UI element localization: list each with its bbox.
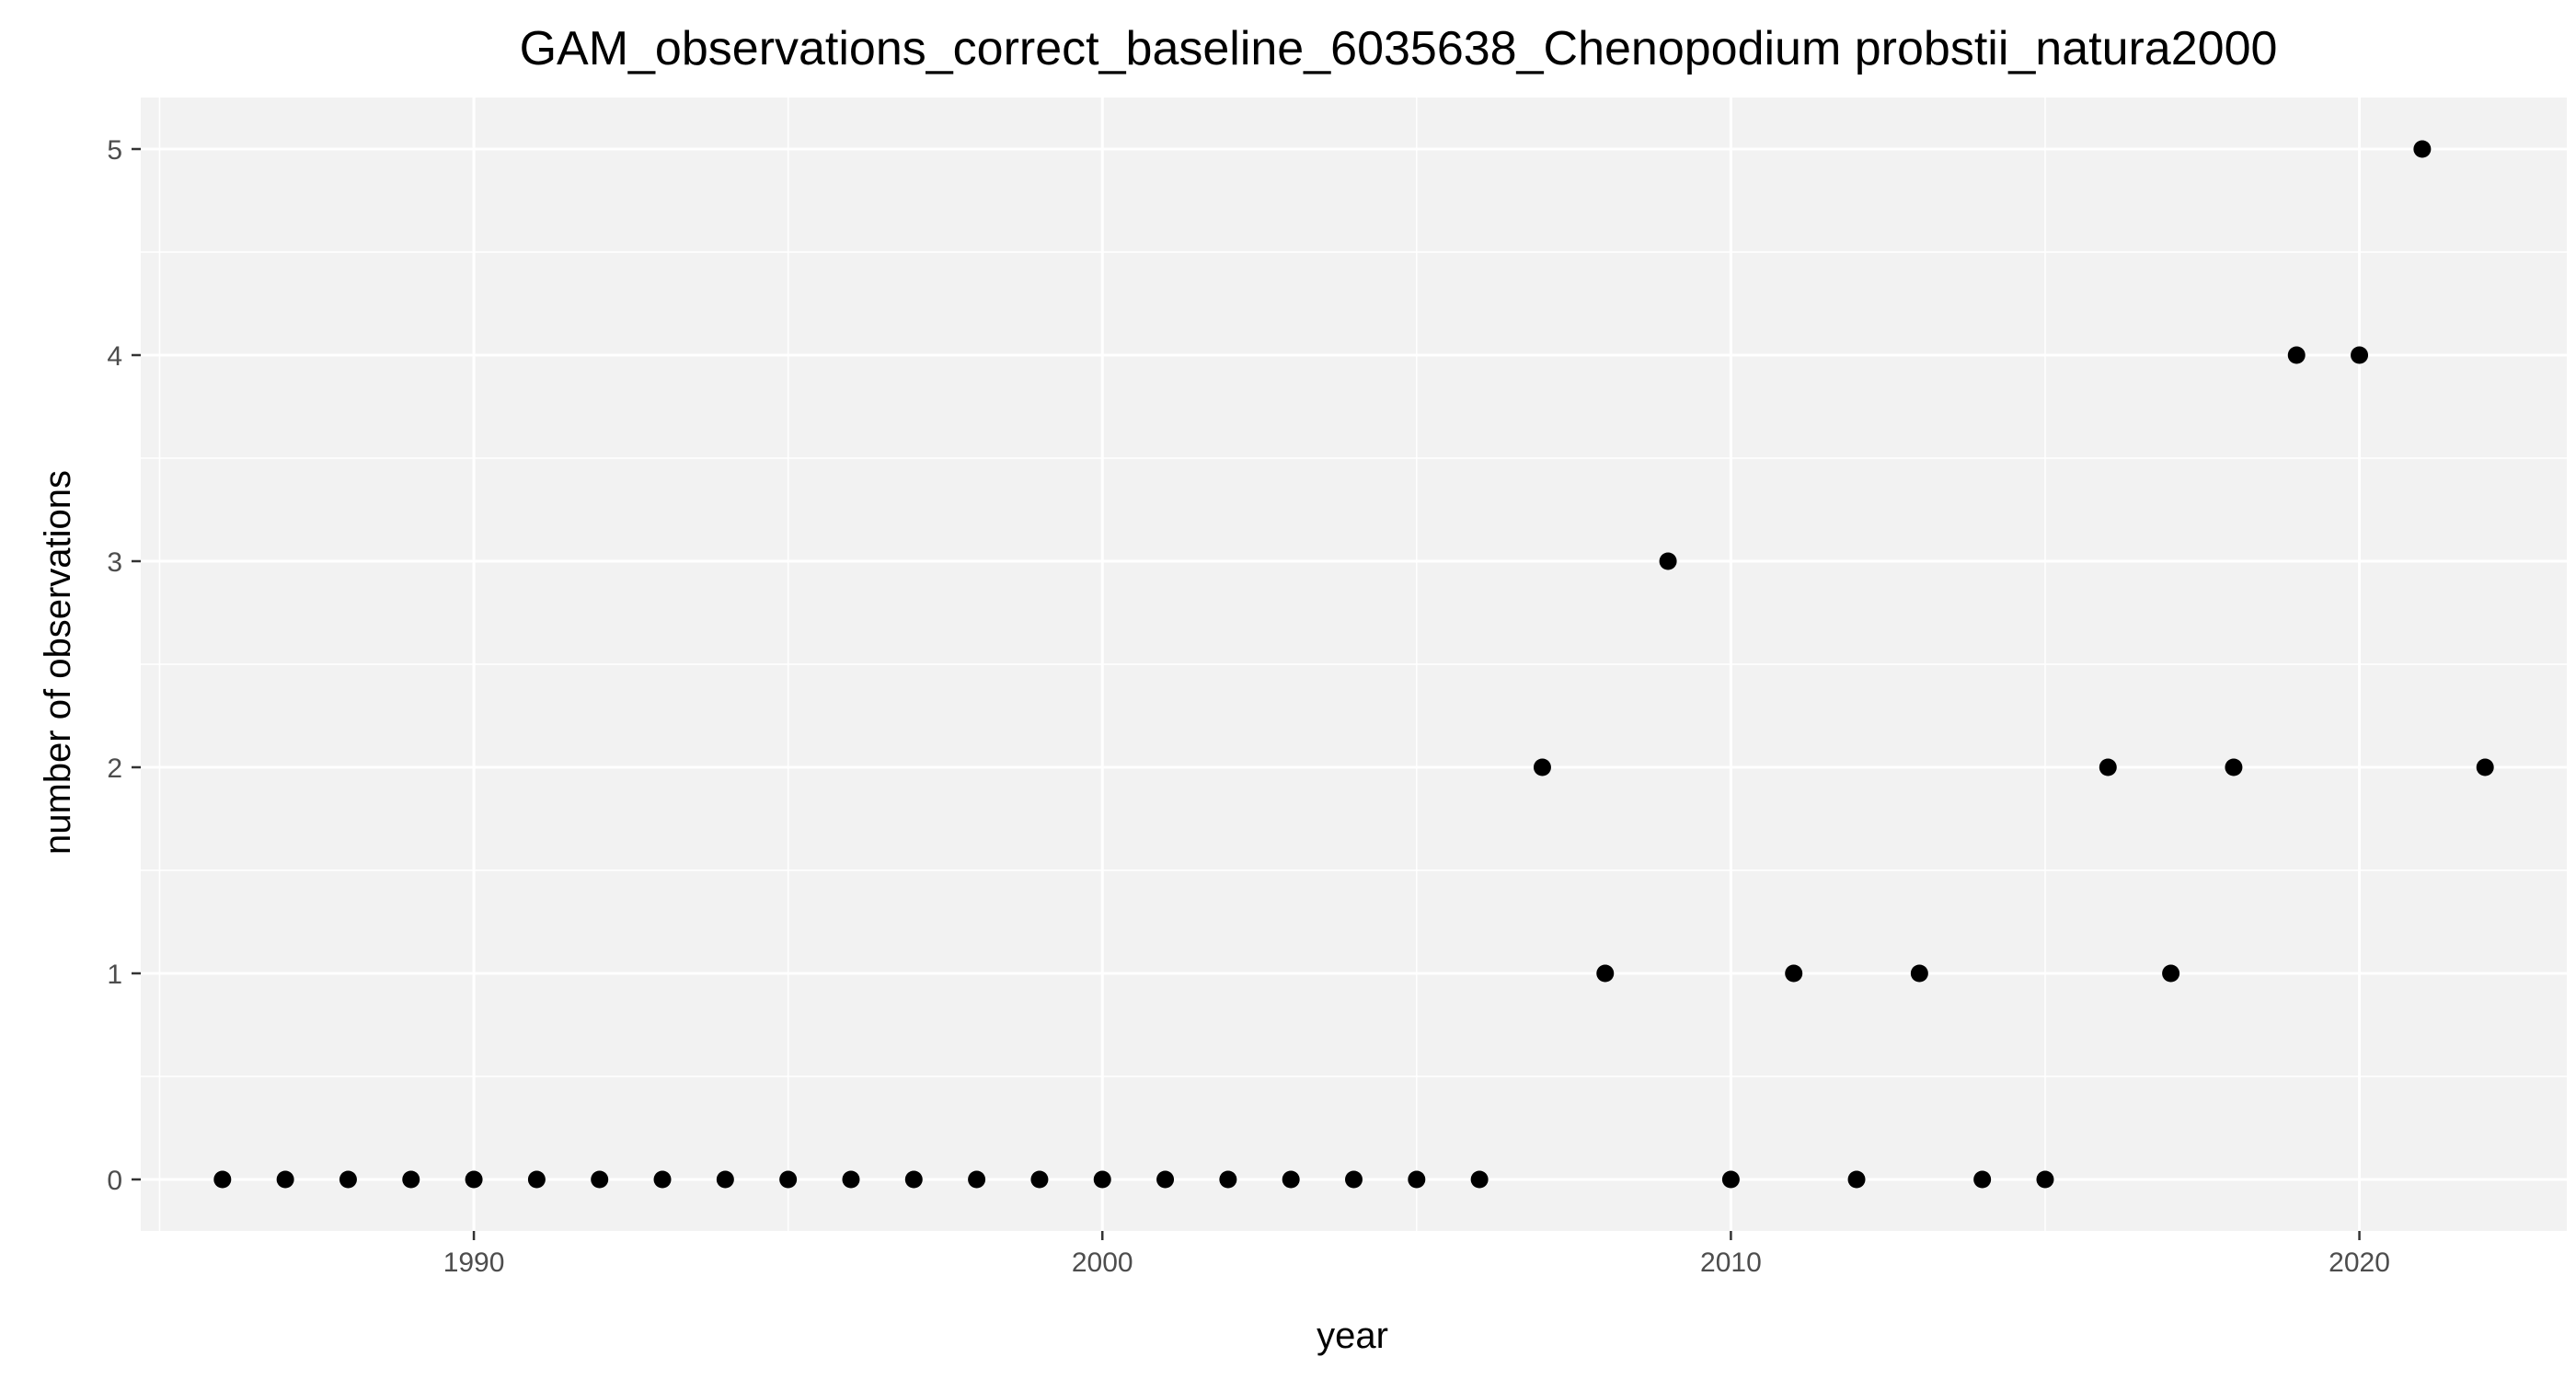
data-point [2351,346,2369,364]
data-point [1973,1170,1992,1189]
data-point [1596,964,1615,983]
data-point [904,1170,923,1189]
data-point [1282,1170,1300,1189]
data-point [213,1170,232,1189]
data-point [1785,964,1803,983]
data-point [465,1170,483,1189]
data-point [1659,552,1677,570]
data-point [276,1170,294,1189]
data-point [1470,1170,1489,1189]
x-tick-label: 1990 [443,1248,505,1278]
x-tick-label: 2010 [1700,1248,1762,1278]
chart-title: GAM_observations_correct_baseline_603563… [520,22,2278,75]
x-axis-label: year [1317,1316,1388,1356]
data-point [1847,1170,1866,1189]
y-tick-label: 2 [107,753,122,784]
data-point [2162,964,2180,983]
data-point [1219,1170,1237,1189]
data-point [339,1170,357,1189]
data-point [1156,1170,1175,1189]
data-point [591,1170,609,1189]
x-tick-label: 2000 [1072,1248,1133,1278]
y-tick-label: 4 [107,341,122,372]
data-point [1721,1170,1740,1189]
y-axis-tick-labels: 0 1 2 3 4 5 [107,135,122,1196]
data-point [2036,1170,2054,1189]
data-point [653,1170,672,1189]
axis-ticks [132,147,2361,1240]
data-point [1093,1170,1111,1189]
data-point [1408,1170,1426,1189]
data-point [2476,758,2494,776]
y-tick-label: 1 [107,960,122,990]
data-point [968,1170,986,1189]
data-point [1910,964,1928,983]
x-tick-label: 2020 [2329,1248,2390,1278]
y-tick-label: 0 [107,1166,122,1196]
data-point [1533,758,1551,776]
data-point [716,1170,734,1189]
data-point [2287,346,2306,364]
data-point [527,1170,546,1189]
data-point [2413,140,2432,158]
data-point [1030,1170,1049,1189]
y-axis-label: number of observations [38,470,78,855]
minor-grid [141,98,2567,1231]
y-tick-label: 5 [107,135,122,166]
data-point [2099,758,2117,776]
data-point [1345,1170,1363,1189]
x-axis-tick-labels: 1990 2000 2010 2020 [443,1248,2390,1278]
data-point [2225,758,2243,776]
data-point [779,1170,798,1189]
y-tick-label: 3 [107,547,122,578]
data-point [402,1170,420,1189]
data-point [842,1170,860,1189]
data-points [213,140,2494,1189]
